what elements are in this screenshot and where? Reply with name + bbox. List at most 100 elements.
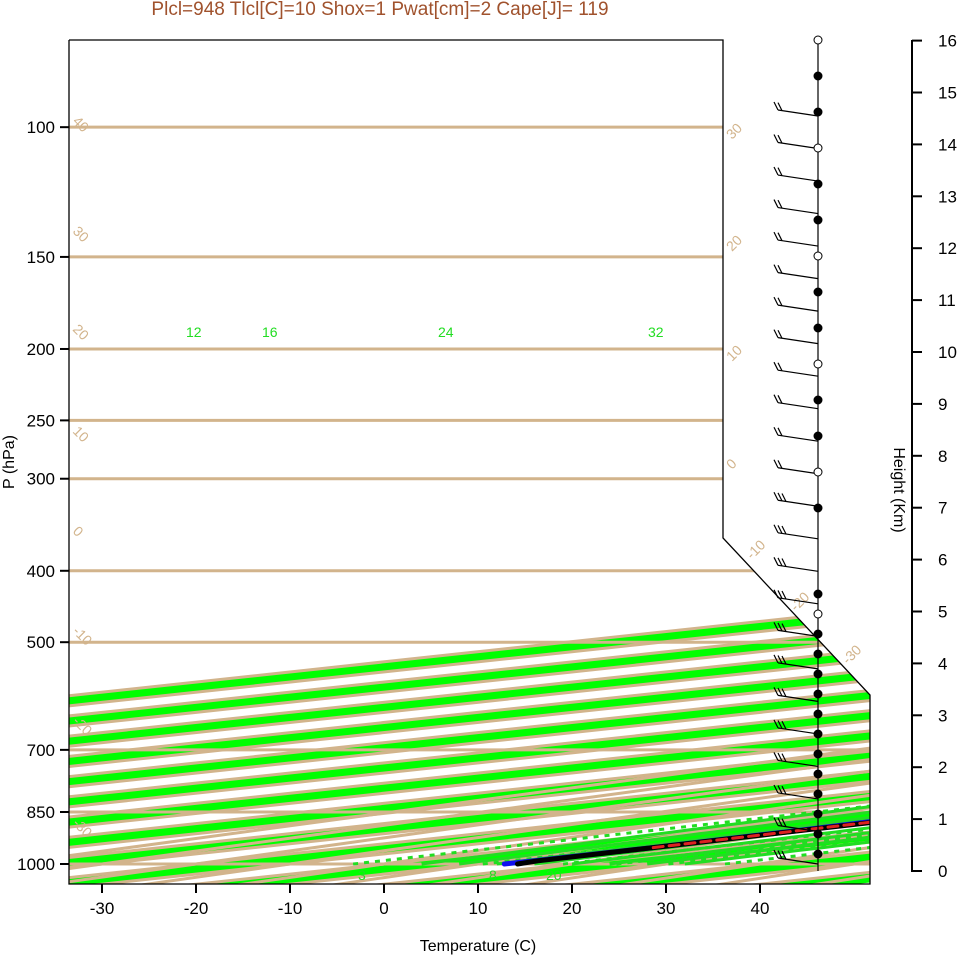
wind-barb-flag <box>777 297 783 306</box>
wind-barb-flag <box>773 361 779 371</box>
wind-barb <box>777 239 819 247</box>
moist-adiabat-label: 24 <box>438 324 454 340</box>
height-marker <box>813 107 823 117</box>
temperature-band <box>69 40 870 884</box>
wind-barb <box>777 564 819 572</box>
wind-barb <box>777 109 819 117</box>
y-tick-label: 300 <box>27 470 55 489</box>
isotherms <box>69 40 870 884</box>
wind-barb-flag <box>777 102 783 111</box>
wind-barb-flag <box>781 720 787 730</box>
height-marker-open <box>813 467 823 477</box>
moist-adiabat-label: 12 <box>186 324 202 340</box>
moist-adiabat-label: 16 <box>262 324 278 340</box>
height-axis-label: Height (Km) <box>890 447 907 532</box>
height-marker <box>813 395 823 405</box>
wind-barb-flag <box>773 264 779 273</box>
wind-barb-flag <box>773 491 779 501</box>
isotherm-label-left: 30 <box>70 223 92 245</box>
mixing-ratio-label: 20 <box>546 867 562 883</box>
mixing-ratio-label: 8 <box>489 867 497 883</box>
height-marker-open <box>813 143 823 153</box>
wind-barb <box>777 467 819 475</box>
wind-barb-flag <box>773 329 779 338</box>
height-tick-label: 7 <box>938 499 947 518</box>
y-tick-label: 400 <box>27 562 55 581</box>
wind-barb-flag <box>777 492 783 502</box>
height-tick-label: 2 <box>938 758 947 777</box>
y-tick-label: 1000 <box>17 855 55 874</box>
wind-barb-flag <box>773 849 779 859</box>
wind-barb-flag <box>777 362 783 372</box>
wind-barb-flag <box>777 427 783 437</box>
wind-barb <box>777 597 819 605</box>
wind-barb-flag <box>777 850 783 859</box>
y-tick-label: 200 <box>27 340 55 359</box>
wind-barb-flag <box>773 394 779 403</box>
height-tick-label: 12 <box>938 239 957 258</box>
parcel-profile-line <box>651 535 870 850</box>
wind-barb-flag <box>777 785 783 794</box>
plot-border <box>68 39 871 885</box>
height-marker <box>813 629 823 639</box>
temperature-band <box>69 40 870 884</box>
height-marker <box>813 589 823 599</box>
sounding-profiles <box>501 149 870 867</box>
wind-barb-flag <box>773 622 779 631</box>
x-axis-label: Temperature (C) <box>420 938 536 955</box>
height-marker-open <box>813 35 823 45</box>
wind-barb-flag <box>777 232 783 241</box>
wind-barb-flag <box>777 167 783 176</box>
wind-barb <box>777 857 819 865</box>
wind-barb-flag <box>773 231 779 241</box>
moist-adiabat-line <box>421 392 870 866</box>
wind-barb-flag <box>781 623 787 632</box>
x-axis: -30 -20 -10 0 10 20 30 40 <box>90 884 770 918</box>
y-axis: 100 150 200 250 300 400 500 700 850 1000 <box>17 118 69 874</box>
wind-barb <box>777 824 819 833</box>
wind-barb-flag <box>773 426 779 436</box>
chart-title: Plcl=948 Tlcl[C]=10 Shox=1 Pwat[cm]=2 Ca… <box>151 0 608 20</box>
x-tick-label: 40 <box>751 899 770 918</box>
height-marker <box>813 179 823 189</box>
wind-barb-flag <box>777 687 783 697</box>
wind-barb <box>777 304 819 312</box>
moist-adiabat-line <box>496 392 870 866</box>
temperature-band <box>69 40 870 884</box>
isotherm-label-left: 0 <box>70 523 87 540</box>
isotherm-line <box>69 40 870 884</box>
wind-barb-flag <box>781 818 787 827</box>
height-marker <box>813 503 823 513</box>
wind-barb-flag <box>777 329 783 339</box>
wind-barb-flag <box>773 687 779 696</box>
wind-barb-flag <box>781 590 787 600</box>
height-tick-label: 11 <box>938 291 956 310</box>
height-marker-open <box>813 359 823 369</box>
y-tick-label: 100 <box>27 118 55 137</box>
wind-barb-flag <box>781 493 787 502</box>
wind-barb-flag <box>773 817 779 826</box>
wind-barb <box>777 499 819 507</box>
height-tick-label: 8 <box>938 447 947 466</box>
wind-barb <box>777 694 819 702</box>
y-axis-label: P (hPa) <box>1 435 18 489</box>
wind-barb-flag <box>777 134 783 144</box>
height-marker <box>813 649 823 659</box>
mixing-ratio-line <box>562 569 870 866</box>
height-marker <box>813 287 823 297</box>
wind-barb-flag <box>777 199 783 209</box>
y-tick-label: 150 <box>27 248 55 267</box>
wind-barb <box>777 629 819 637</box>
plot-area <box>69 40 870 884</box>
height-tick-label: 3 <box>938 706 947 725</box>
height-marker <box>813 789 823 799</box>
height-marker <box>813 709 823 719</box>
dry-adiabat-line <box>424 40 870 884</box>
isotherm-label-right: -10 <box>743 536 769 562</box>
wind-barb-flag <box>773 784 779 794</box>
isotherm-label-left: 40 <box>70 113 92 135</box>
wind-barb <box>777 174 819 182</box>
wind-barb-flag <box>773 199 779 208</box>
wind-barb-flag <box>773 101 779 111</box>
wind-barb-flag <box>777 622 783 632</box>
